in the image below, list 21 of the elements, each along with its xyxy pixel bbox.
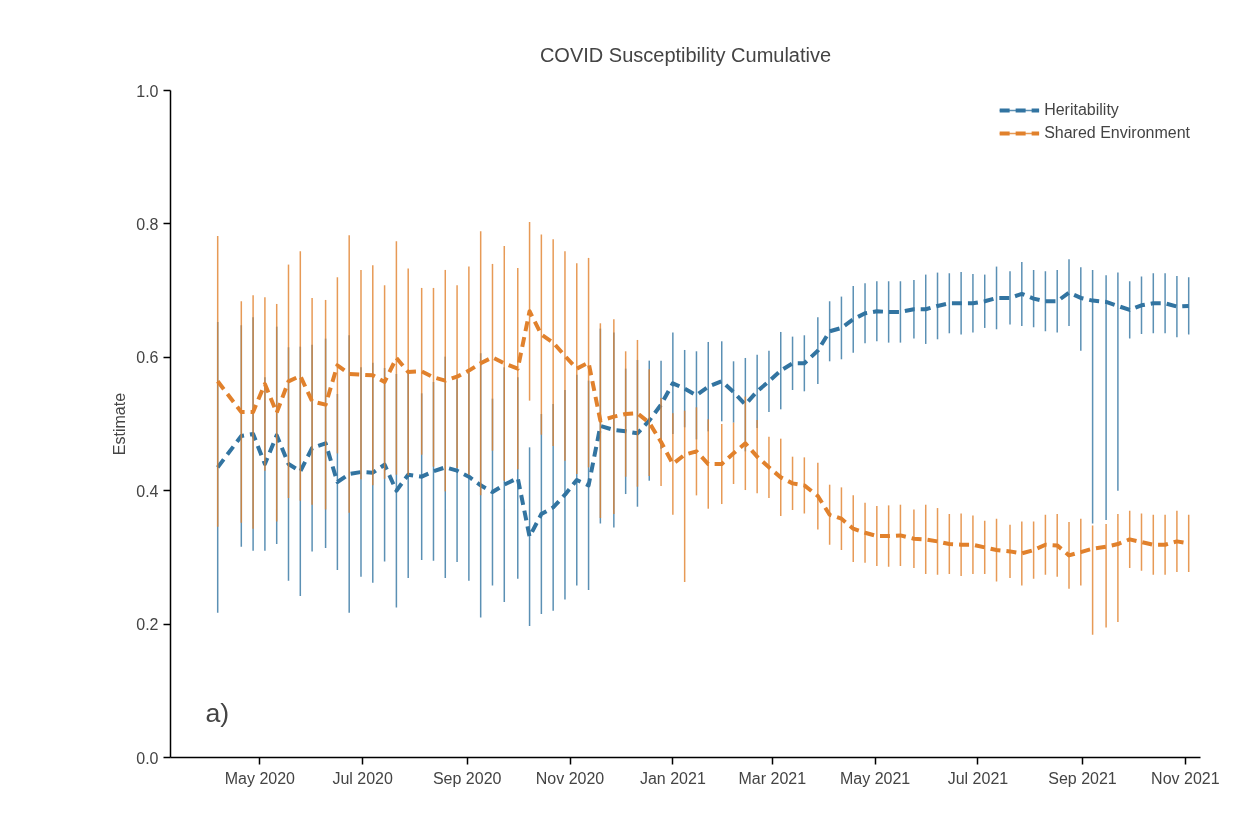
annotation: a) xyxy=(205,697,230,728)
y-axis-title: Estimate xyxy=(111,392,129,456)
x-tick-label: Nov 2021 xyxy=(1151,769,1220,787)
y-tick-label: 0.8 xyxy=(136,215,159,233)
x-tick-label: Jan 2021 xyxy=(639,769,706,787)
chart-title: COVID Susceptibility Cumulative xyxy=(539,43,832,66)
y-tick-label: 0.6 xyxy=(136,349,159,367)
legend-label: Shared Environment xyxy=(1044,124,1190,142)
y-tick-label: 1.0 xyxy=(136,82,159,100)
x-tick-label: Jul 2021 xyxy=(947,769,1009,787)
y-tick-label: 0.0 xyxy=(136,749,159,767)
x-tick-label: May 2020 xyxy=(224,769,296,787)
x-tick-label: Nov 2020 xyxy=(535,769,605,787)
x-tick-label: Mar 2021 xyxy=(738,769,807,787)
x-tick-label: Jul 2020 xyxy=(332,769,394,787)
y-tick-label: 0.2 xyxy=(136,616,159,634)
legend-label: Heritability xyxy=(1044,101,1119,119)
x-tick-label: May 2021 xyxy=(840,769,911,787)
x-tick-label: Sep 2021 xyxy=(1048,769,1117,787)
y-tick-label: 0.4 xyxy=(136,482,159,500)
x-tick-label: Sep 2020 xyxy=(432,769,502,787)
